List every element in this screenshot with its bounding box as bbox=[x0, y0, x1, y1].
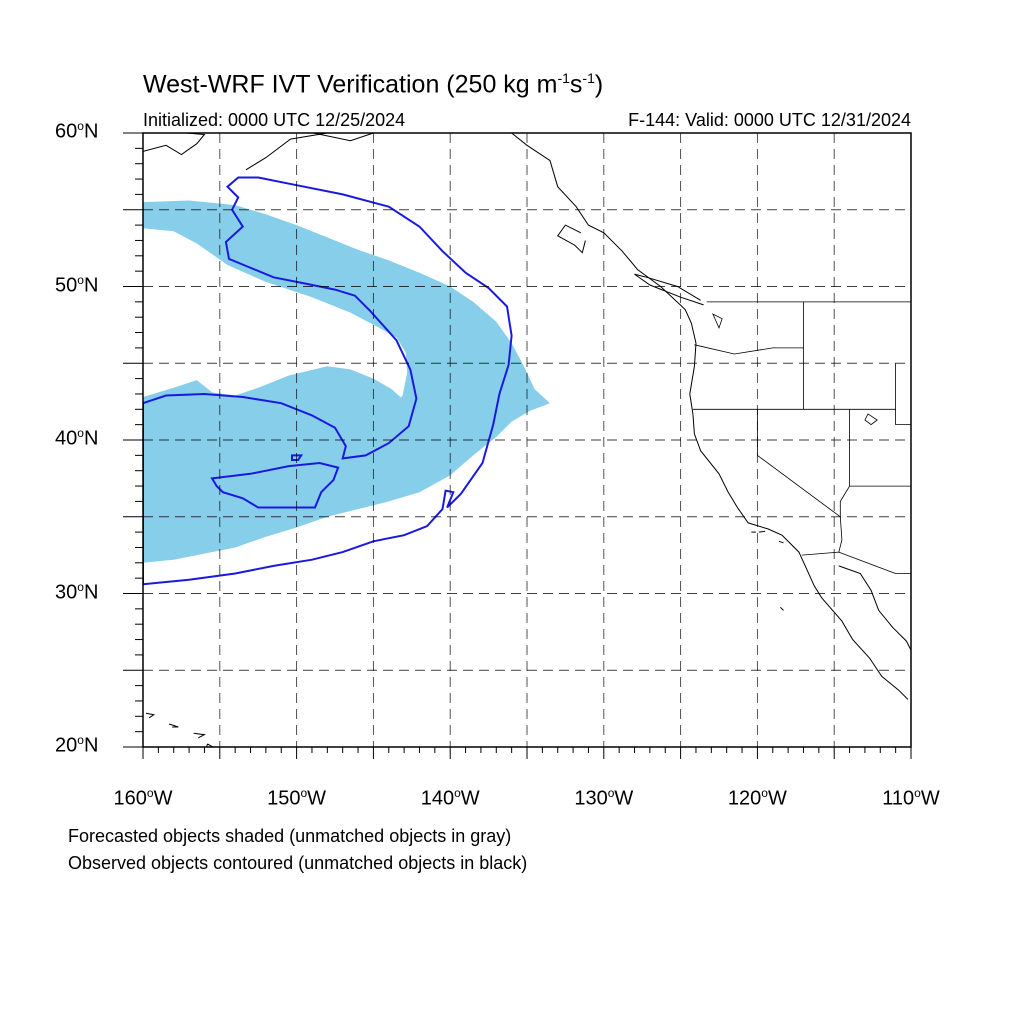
forecast-ivt-object bbox=[143, 200, 550, 563]
lat-label-40: 40oN bbox=[55, 426, 99, 450]
observed-ivt-contour-1 bbox=[210, 461, 340, 509]
island-3 bbox=[758, 530, 766, 533]
chart-title: West-WRF IVT Verification (250 kg m-1s-1… bbox=[143, 70, 604, 99]
lon-label-160: 160oW bbox=[113, 786, 173, 810]
map-content bbox=[143, 133, 911, 747]
lon-label-140: 140oW bbox=[420, 786, 480, 810]
state-border-7 bbox=[801, 551, 911, 574]
lat-label-20: 20oN bbox=[55, 733, 99, 757]
state-border-5 bbox=[839, 409, 850, 517]
lon-label-130: 130oW bbox=[574, 786, 634, 810]
valid-time-label: F-144: Valid: 0000 UTC 12/31/2024 bbox=[628, 110, 911, 130]
alaska-coastline bbox=[143, 133, 206, 156]
observed-ivt-contour-0 bbox=[143, 176, 513, 586]
island-0 bbox=[634, 273, 704, 306]
lat-label-30: 30oN bbox=[55, 579, 99, 604]
state-border-3 bbox=[757, 409, 841, 518]
state-border-8 bbox=[838, 516, 843, 553]
state-border-1 bbox=[694, 344, 804, 355]
island-8 bbox=[168, 723, 179, 728]
island-2 bbox=[778, 540, 784, 544]
lake-0 bbox=[864, 413, 878, 426]
observed-legend-note: Observed objects contoured (unmatched ob… bbox=[68, 853, 528, 873]
gulf-of-california-coast bbox=[838, 565, 911, 651]
island-5 bbox=[780, 606, 784, 611]
lon-label-150: 150oW bbox=[267, 786, 327, 810]
forecast-legend-note: Forecasted objects shaded (unmatched obj… bbox=[68, 826, 512, 846]
lon-label-120: 120oW bbox=[727, 786, 787, 810]
observed-ivt-contour-2 bbox=[291, 454, 304, 461]
lat-label-60: 60oN bbox=[55, 119, 99, 143]
lon-label-110: 110oW bbox=[882, 786, 940, 810]
island-1 bbox=[556, 224, 586, 254]
state-border-9 bbox=[895, 363, 911, 426]
lake-1 bbox=[712, 313, 723, 330]
island-10 bbox=[313, 133, 374, 142]
island-7 bbox=[193, 732, 207, 739]
north-america-coastline bbox=[245, 133, 909, 700]
lat-label-50: 50oN bbox=[55, 272, 99, 297]
island-9 bbox=[145, 712, 156, 719]
init-time-label: Initialized: 0000 UTC 12/25/2024 bbox=[143, 110, 406, 130]
